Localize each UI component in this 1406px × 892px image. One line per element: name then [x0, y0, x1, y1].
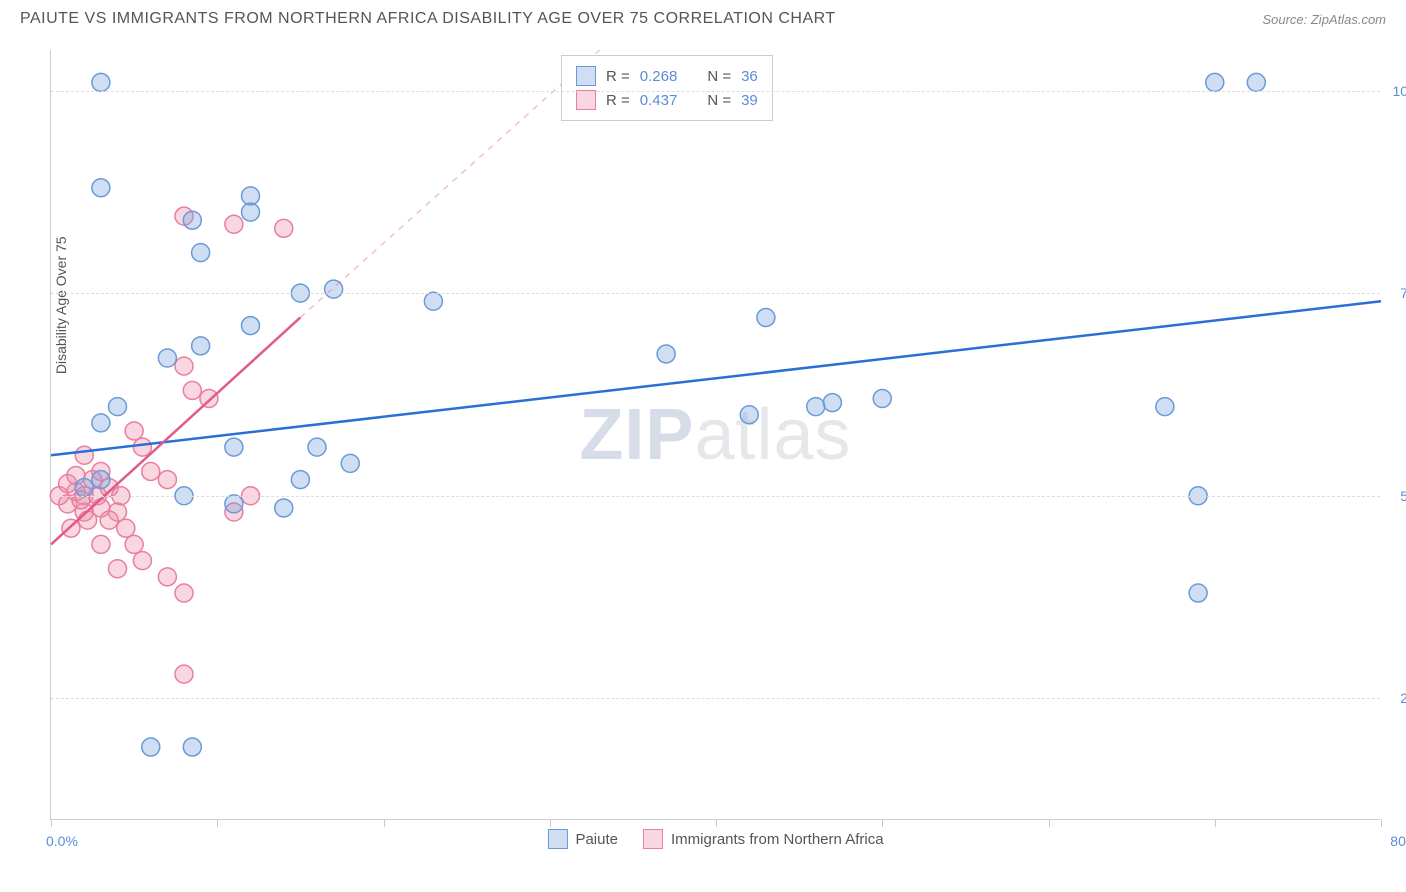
- series-legend: Paiute Immigrants from Northern Africa: [547, 829, 883, 849]
- legend-item: Paiute: [547, 829, 618, 849]
- data-point: [225, 215, 243, 233]
- data-point: [142, 462, 160, 480]
- data-point: [823, 394, 841, 412]
- data-point: [92, 73, 110, 91]
- data-point: [125, 422, 143, 440]
- x-tick-mark: [384, 819, 385, 827]
- data-point: [275, 219, 293, 237]
- data-point: [1156, 398, 1174, 416]
- data-point: [275, 499, 293, 517]
- legend-swatch: [547, 829, 567, 849]
- data-point: [657, 345, 675, 363]
- data-point: [740, 406, 758, 424]
- data-point: [100, 511, 118, 529]
- stats-legend-row: R = 0.268 N = 36: [576, 64, 758, 88]
- data-point: [757, 308, 775, 326]
- x-tick-mark: [716, 819, 717, 827]
- legend-label: Paiute: [575, 831, 618, 848]
- data-point: [92, 535, 110, 553]
- data-point: [158, 568, 176, 586]
- stat-n-value: 39: [741, 92, 758, 109]
- data-point: [192, 244, 210, 262]
- stat-r-value: 0.268: [640, 68, 678, 85]
- stat-r-label: R =: [606, 92, 630, 109]
- x-tick-mark: [217, 819, 218, 827]
- stats-legend-row: R = 0.437 N = 39: [576, 88, 758, 112]
- data-point: [807, 398, 825, 416]
- chart-source: Source: ZipAtlas.com: [1262, 12, 1386, 27]
- legend-label: Immigrants from Northern Africa: [671, 831, 884, 848]
- data-point: [873, 390, 891, 408]
- x-tick-mark: [1049, 819, 1050, 827]
- data-point: [424, 292, 442, 310]
- data-point: [225, 438, 243, 456]
- legend-swatch: [576, 66, 596, 86]
- gridline-horizontal: [51, 91, 1380, 92]
- data-point: [183, 381, 201, 399]
- x-tick-mark: [1215, 819, 1216, 827]
- data-point: [242, 317, 260, 335]
- data-point: [109, 560, 127, 578]
- stat-n-label: N =: [707, 92, 731, 109]
- data-point: [75, 479, 93, 497]
- data-point: [158, 349, 176, 367]
- data-point: [341, 454, 359, 472]
- y-tick-label: 100.0%: [1393, 83, 1406, 99]
- data-point: [183, 738, 201, 756]
- y-tick-label: 50.0%: [1400, 488, 1406, 504]
- gridline-horizontal: [51, 698, 1380, 699]
- data-point: [1247, 73, 1265, 91]
- chart-header: PAIUTE VS IMMIGRANTS FROM NORTHERN AFRIC…: [0, 0, 1406, 33]
- stat-n-value: 36: [741, 68, 758, 85]
- data-point: [175, 357, 193, 375]
- data-point: [175, 584, 193, 602]
- data-point: [308, 438, 326, 456]
- gridline-horizontal: [51, 293, 1380, 294]
- x-tick-mark: [51, 819, 52, 827]
- x-tick-mark: [882, 819, 883, 827]
- data-point: [1206, 73, 1224, 91]
- data-point: [133, 552, 151, 570]
- gridline-horizontal: [51, 496, 1380, 497]
- x-tick-mark: [550, 819, 551, 827]
- x-tick-mark: [1381, 819, 1382, 827]
- data-point: [92, 414, 110, 432]
- chart-plot-area: Disability Age Over 75 ZIPatlas R = 0.26…: [50, 50, 1380, 820]
- data-point: [92, 471, 110, 489]
- data-point: [1189, 584, 1207, 602]
- data-point: [291, 471, 309, 489]
- y-tick-label: 75.0%: [1400, 285, 1406, 301]
- stat-n-label: N =: [707, 68, 731, 85]
- data-point: [117, 519, 135, 537]
- legend-item: Immigrants from Northern Africa: [643, 829, 884, 849]
- data-point: [92, 179, 110, 197]
- stat-r-label: R =: [606, 68, 630, 85]
- data-point: [225, 495, 243, 513]
- data-point: [192, 337, 210, 355]
- data-point: [125, 535, 143, 553]
- scatter-svg: [51, 50, 1380, 819]
- stat-r-value: 0.437: [640, 92, 678, 109]
- y-tick-label: 25.0%: [1400, 690, 1406, 706]
- legend-swatch: [576, 90, 596, 110]
- stats-legend-box: R = 0.268 N = 36 R = 0.437 N = 39: [561, 55, 773, 121]
- x-tick-label: 80.0%: [1390, 833, 1406, 849]
- data-point: [75, 446, 93, 464]
- data-point: [183, 211, 201, 229]
- data-point: [242, 203, 260, 221]
- data-point: [158, 471, 176, 489]
- data-point: [175, 665, 193, 683]
- data-point: [109, 398, 127, 416]
- legend-swatch: [643, 829, 663, 849]
- chart-title: PAIUTE VS IMMIGRANTS FROM NORTHERN AFRIC…: [20, 10, 836, 28]
- data-point: [142, 738, 160, 756]
- x-tick-label: 0.0%: [46, 833, 78, 849]
- data-point: [133, 438, 151, 456]
- data-point: [242, 187, 260, 205]
